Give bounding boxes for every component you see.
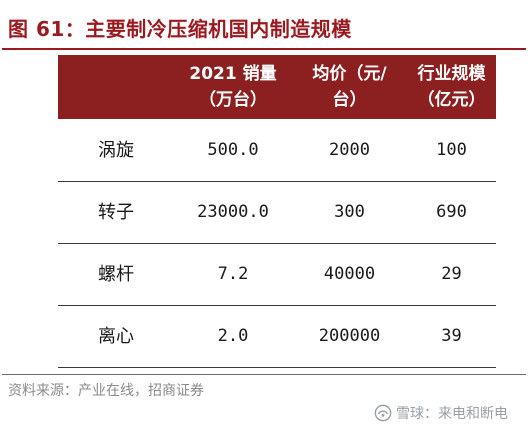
header-type [58, 55, 174, 119]
table-row: 离心 2.0 200000 39 [58, 306, 496, 368]
source-note: 资料来源：产业在线，招商证券 [8, 383, 204, 399]
table-row: 螺杆 7.2 40000 29 [58, 244, 496, 306]
row-divider [58, 305, 496, 306]
footer-divider [2, 374, 526, 375]
cell-sales: 2.0 [217, 326, 249, 346]
header-scale-line2: （亿元） [417, 90, 486, 110]
cell-price: 40000 [323, 264, 376, 284]
header-scale-line1: 行业规模 [417, 64, 486, 84]
watermark: 雪球：来电和断电 [374, 403, 508, 423]
cell-sales: 500.0 [207, 140, 259, 160]
cell-scale: 39 [441, 326, 462, 346]
header-sales-line1: 2021 销量 [189, 64, 277, 84]
header-scale: 行业规模 （亿元） [407, 55, 496, 119]
figure-title: 图 61：主要制冷压缩机国内制造规模 [8, 17, 352, 41]
header-sales: 2021 销量 （万台） [174, 55, 292, 119]
watermark-text: 雪球：来电和断电 [396, 406, 508, 422]
cell-price: 300 [334, 202, 365, 222]
cell-scale: 690 [436, 202, 467, 222]
cell-sales: 7.2 [217, 264, 249, 284]
header-sales-line2: （万台） [199, 90, 267, 110]
header-price-line2: 台） [332, 90, 367, 110]
table-row: 涡旋 500.0 2000 100 [58, 120, 496, 182]
cell-type: 螺杆 [98, 264, 134, 285]
cell-type: 涡旋 [98, 140, 134, 161]
header-price-line1: 均价（元/ [312, 64, 387, 84]
cell-type: 离心 [98, 326, 134, 347]
cell-scale: 100 [436, 140, 467, 160]
cell-type: 转子 [98, 202, 134, 223]
header-price: 均价（元/ 台） [292, 55, 407, 119]
row-divider [58, 181, 496, 182]
cell-price: 200000 [318, 326, 381, 346]
table-header-band [58, 55, 496, 119]
row-divider [58, 367, 496, 368]
cell-scale: 29 [441, 264, 462, 284]
title-divider [2, 48, 526, 50]
cell-sales: 23000.0 [197, 202, 269, 222]
snowball-logo-icon [374, 404, 392, 422]
row-divider [58, 243, 496, 244]
cell-price: 2000 [329, 140, 370, 160]
table-row: 转子 23000.0 300 690 [58, 182, 496, 244]
